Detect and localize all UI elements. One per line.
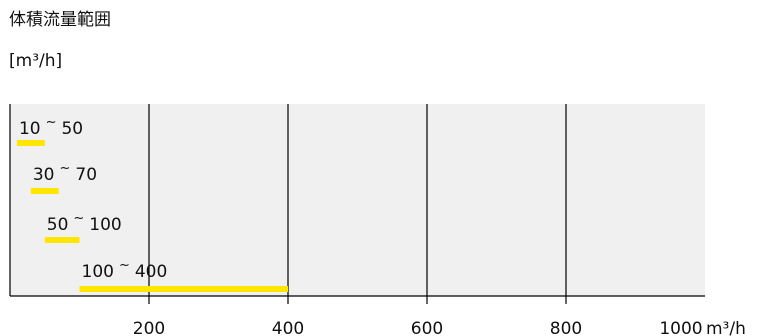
range-low-label: 50 bbox=[47, 215, 69, 235]
range-bar-3 bbox=[79, 286, 288, 292]
chart-title: 体積流量範囲 bbox=[9, 10, 111, 30]
range-label-2: 50 ~100 bbox=[47, 211, 122, 235]
range-separator: ~ bbox=[119, 258, 130, 273]
range-low-label: 100 bbox=[82, 262, 114, 282]
range-label-0: 10 ~50 bbox=[19, 115, 83, 139]
range-label-1: 30 ~70 bbox=[33, 161, 97, 185]
range-separator: ~ bbox=[46, 115, 57, 130]
range-bar-1 bbox=[30, 188, 59, 194]
unit-label: [m³/h] bbox=[9, 51, 63, 71]
range-high-label: 70 bbox=[75, 165, 97, 185]
x-tick-label-800: 800 bbox=[550, 319, 582, 336]
range-bar-2 bbox=[44, 237, 80, 243]
x-tick-label-200: 200 bbox=[133, 319, 165, 336]
range-high-label: 100 bbox=[89, 215, 121, 235]
range-separator: ~ bbox=[59, 161, 70, 176]
range-bar-0 bbox=[16, 140, 45, 146]
x-axis-unit-label: m³/h bbox=[706, 319, 746, 336]
range-low-label: 30 bbox=[33, 165, 55, 185]
range-low-label: 10 bbox=[19, 119, 41, 139]
x-tick-label-400: 400 bbox=[272, 319, 304, 336]
range-label-3: 100 ~400 bbox=[82, 258, 168, 282]
range-high-label: 400 bbox=[135, 262, 167, 282]
plot-background bbox=[10, 104, 705, 296]
x-tick-label-1000: 1000 bbox=[659, 319, 702, 336]
x-tick-label-600: 600 bbox=[411, 319, 443, 336]
range-separator: ~ bbox=[73, 211, 84, 226]
range-high-label: 50 bbox=[61, 119, 83, 139]
